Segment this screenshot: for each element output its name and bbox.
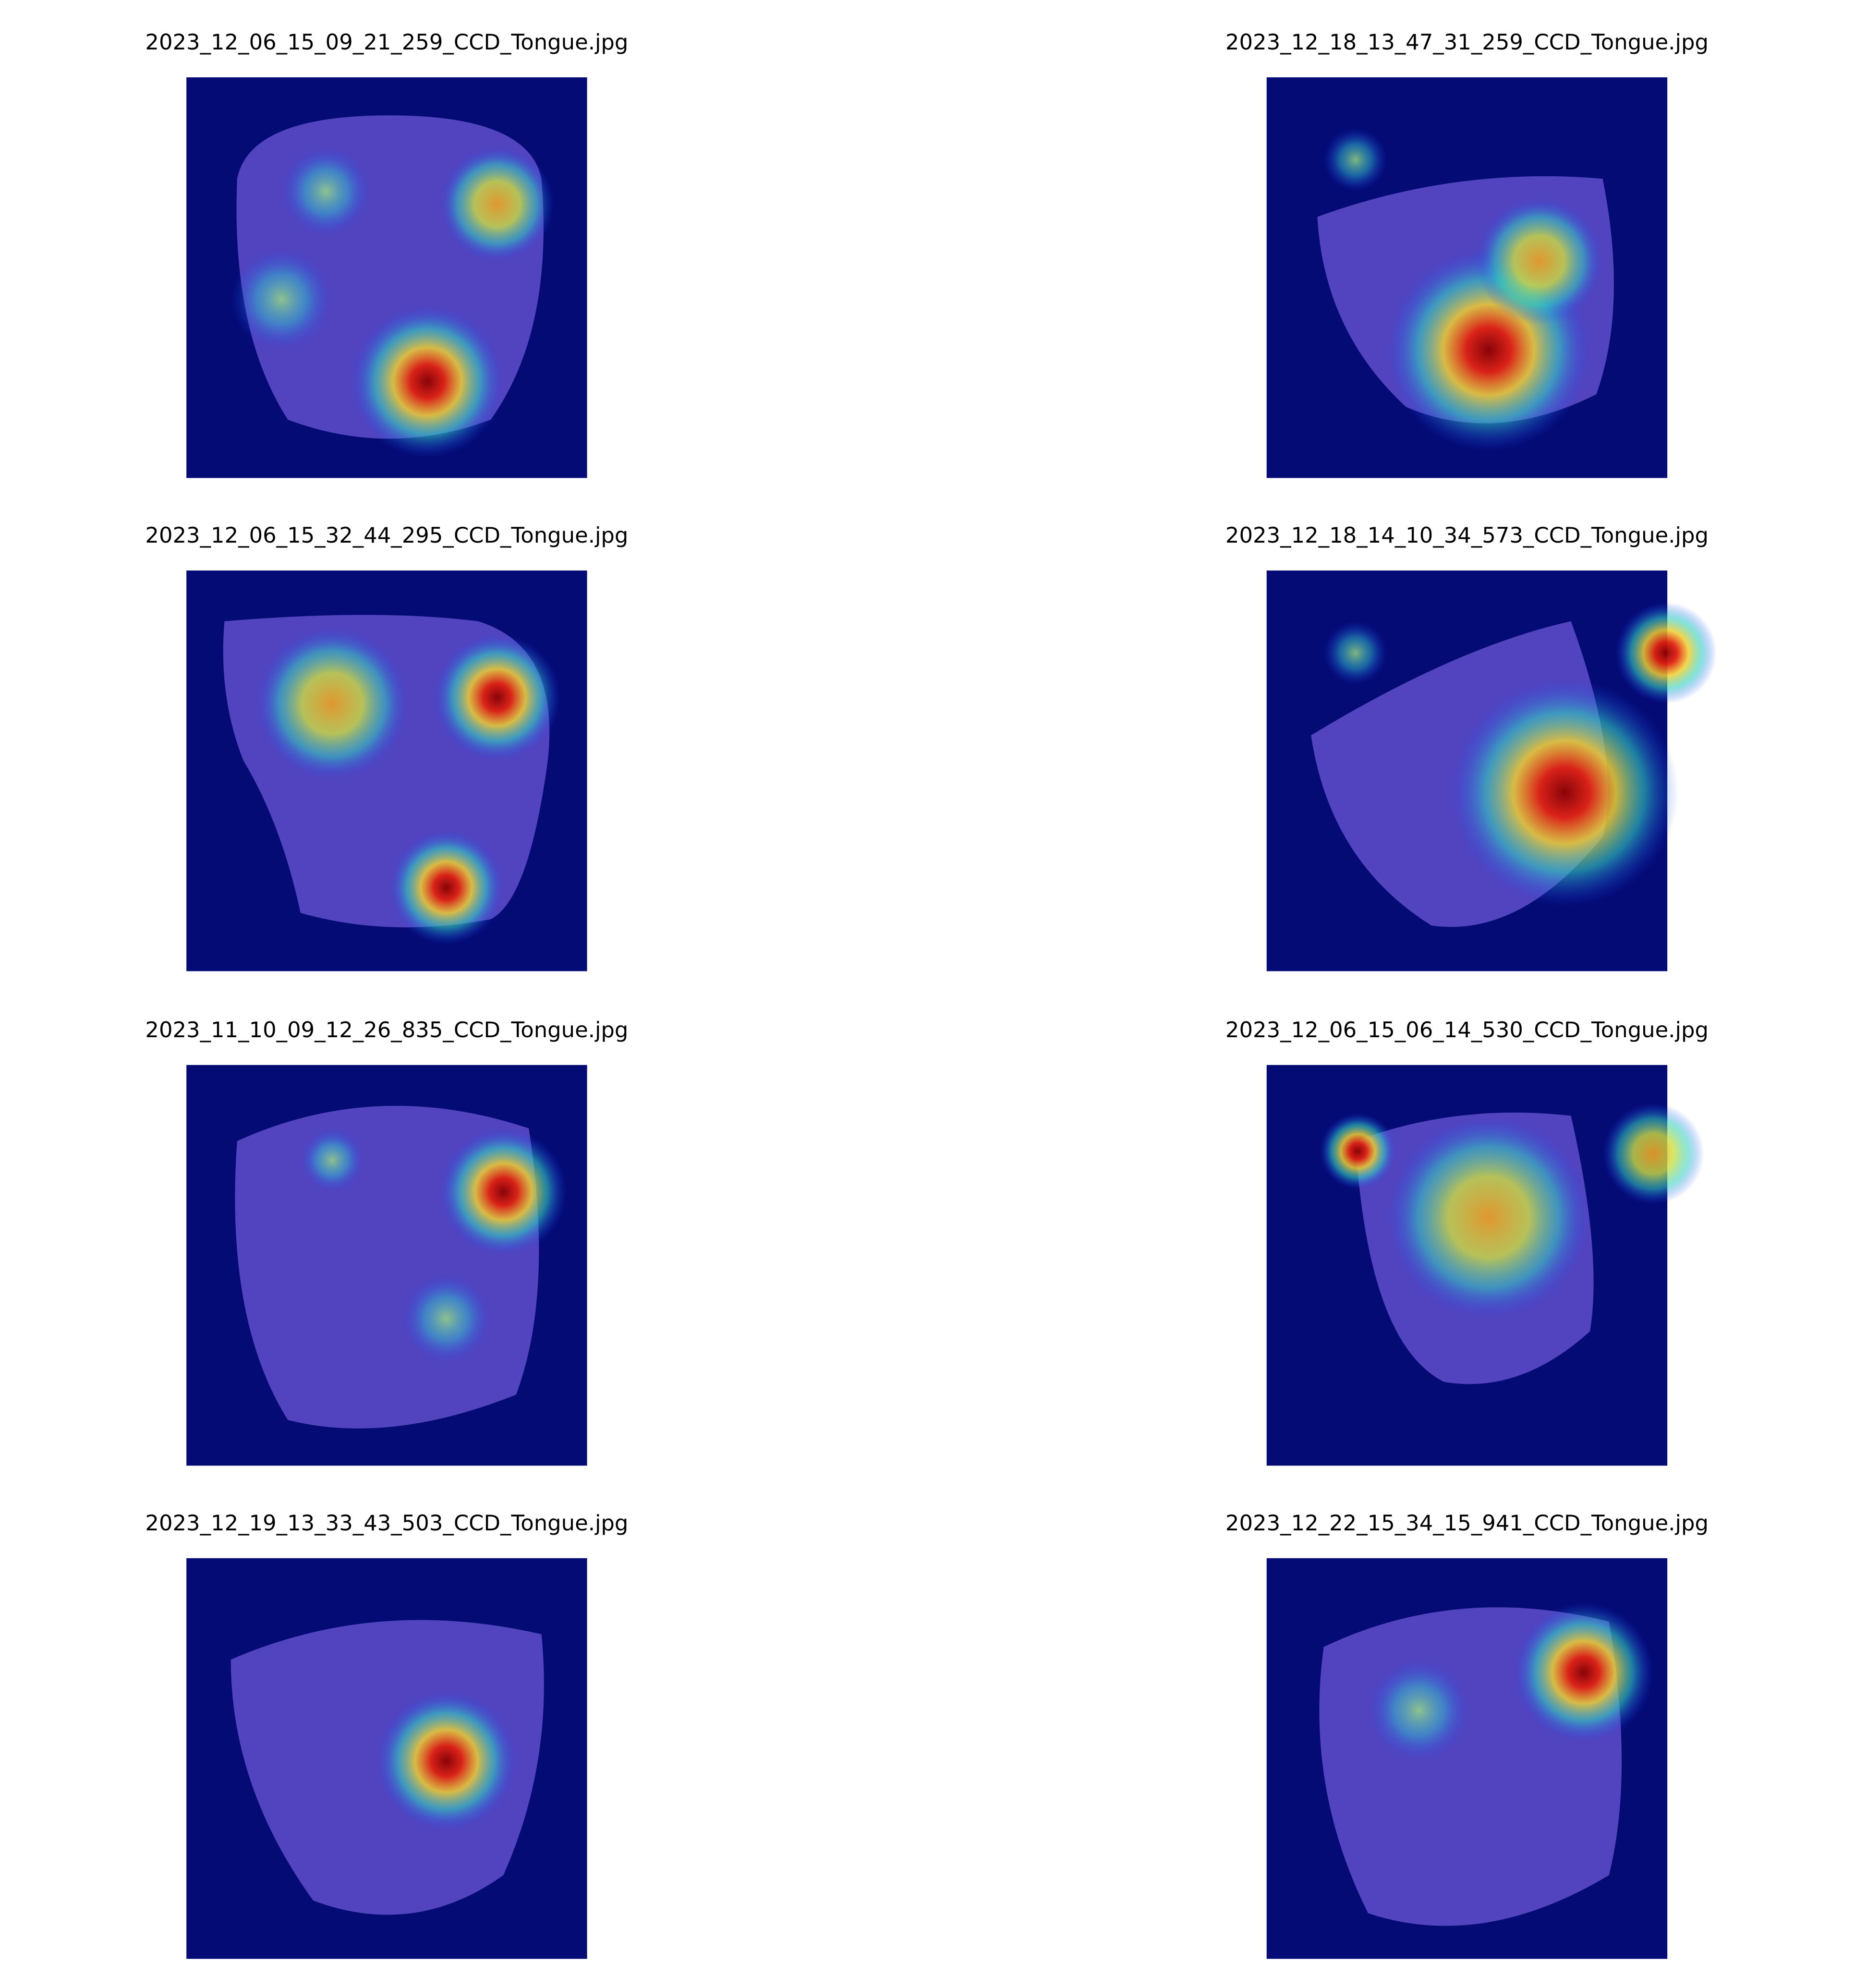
image-title: 2023_12_18_13_47_31_259_CCD_Tongue.jpg	[1225, 29, 1709, 55]
heatmap-image	[186, 1065, 587, 1466]
activation-spot	[1450, 678, 1679, 907]
activation-spot	[1323, 128, 1387, 192]
heatmap-image	[1266, 1065, 1704, 1466]
heatmap-image	[186, 77, 587, 478]
activation-spot	[281, 147, 371, 236]
image-title: 2023_12_06_15_32_44_295_CCD_Tongue.jpg	[145, 522, 628, 548]
heatmap-image	[1266, 570, 1717, 971]
activation-spot	[1476, 197, 1603, 325]
image-title: 2023_12_06_15_06_14_530_CCD_Tongue.jpg	[1225, 1017, 1709, 1042]
activation-spot	[440, 1128, 567, 1255]
heatmap-image	[186, 570, 587, 971]
activation-spot	[402, 1274, 491, 1363]
activation-spot	[256, 627, 409, 780]
activation-spot	[1323, 621, 1387, 685]
image-title: 2023_12_19_13_33_43_503_CCD_Tongue.jpg	[145, 1510, 628, 1536]
activation-spot	[440, 147, 554, 261]
activation-spot	[300, 1128, 364, 1192]
activation-spot	[1368, 1660, 1470, 1761]
activation-spot	[1320, 1113, 1396, 1189]
image-title: 2023_12_06_15_09_21_259_CCD_Tongue.jpg	[145, 29, 628, 55]
activation-spot	[376, 1691, 516, 1831]
activation-spot	[230, 248, 332, 350]
activation-spot	[434, 634, 561, 761]
activation-spot	[1514, 1602, 1654, 1742]
image-title: 2023_11_10_09_12_26_835_CCD_Tongue.jpg	[145, 1017, 628, 1042]
activation-spot	[1602, 1103, 1704, 1205]
activation-spot	[1387, 1115, 1590, 1319]
heatmap-image	[186, 1558, 587, 1959]
activation-spot	[389, 830, 504, 945]
image-title: 2023_12_22_15_34_15_941_CCD_Tongue.jpg	[1225, 1510, 1709, 1536]
image-title: 2023_12_18_14_10_34_573_CCD_Tongue.jpg	[1225, 522, 1709, 548]
activation-spot	[1615, 602, 1717, 704]
heatmap-image	[1266, 1558, 1668, 1959]
heatmap-image	[1266, 77, 1668, 478]
activation-spot	[351, 305, 504, 458]
